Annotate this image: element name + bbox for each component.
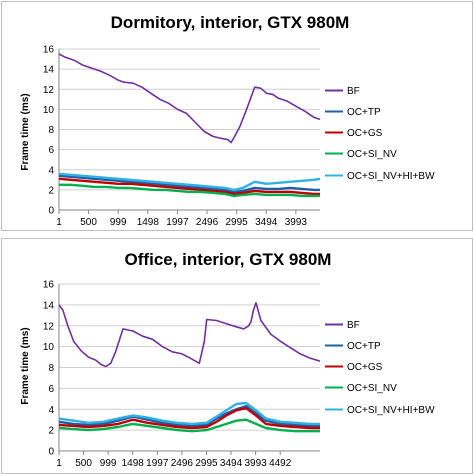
- y-tick-label: 0: [48, 206, 54, 217]
- legend-label: OC+SI_NV: [347, 149, 397, 160]
- legend: BF OC+TP OC+GS OC+SI_NV OC+SI_NV+HI+BW: [325, 320, 435, 416]
- y-tick-label: 2: [48, 185, 54, 196]
- x-tick-label: 4492: [269, 458, 292, 469]
- x-tick-label: 2496: [196, 217, 219, 228]
- series-line-oc-si-nv-hi-bw: [58, 172, 321, 192]
- y-tick-label: 4: [48, 165, 54, 176]
- chart-panel-dormitory: Dormitory, interior, GTX 980M Frame time…: [1, 1, 473, 231]
- legend-label: OC+GS: [347, 362, 383, 373]
- y-tick-label: 6: [48, 145, 54, 156]
- chart-title: Dormitory, interior, GTX 980M: [111, 13, 350, 32]
- series-line-oc-si-nv: [59, 183, 320, 198]
- series-line-bf: [58, 53, 321, 144]
- y-tick-label: 10: [43, 342, 55, 353]
- y-tick-label: 14: [43, 300, 55, 311]
- x-tick-label: 3993: [244, 458, 267, 469]
- y-tick-label: 14: [43, 65, 55, 76]
- x-tick-label: 1997: [166, 217, 189, 228]
- y-tick-label: 16: [43, 45, 55, 56]
- y-tick-label: 12: [43, 321, 55, 332]
- legend-label: OC+SI_NV+HI+BW: [347, 171, 435, 182]
- series-line-oc-si-nv-hi-bw: [58, 401, 320, 426]
- x-tick-label: 3993: [285, 217, 308, 228]
- y-axis-label: Frame time (ms): [20, 93, 31, 170]
- series-line-bf: [58, 301, 321, 368]
- y-tick-label: 8: [48, 125, 54, 136]
- series-line-oc-si-nv: [58, 418, 320, 433]
- x-tick-label: 2995: [195, 458, 218, 469]
- y-tick-label: 12: [43, 85, 55, 96]
- legend-label: OC+SI_NV: [347, 383, 397, 394]
- chart-office: Office, interior, GTX 980M Frame time (m…: [20, 250, 435, 469]
- x-tick-label: 2496: [171, 458, 194, 469]
- y-tick-label: 0: [48, 447, 54, 458]
- x-tick-label: 1997: [146, 458, 169, 469]
- series-line-oc-tp: [58, 174, 320, 194]
- y-axis-label: Frame time (ms): [20, 327, 31, 404]
- x-tick-label: 999: [100, 458, 117, 469]
- legend-label: OC+TP: [347, 107, 381, 118]
- chart-panel-office: Office, interior, GTX 980M Frame time (m…: [1, 238, 473, 474]
- x-tick-label: 999: [110, 217, 127, 228]
- x-tick-label: 500: [80, 217, 97, 228]
- legend-label: OC+TP: [347, 341, 381, 352]
- y-tick-label: 6: [48, 384, 54, 395]
- x-tick-label: 1498: [122, 458, 145, 469]
- series-line-oc-gs: [58, 177, 320, 196]
- x-tick-label: 1: [56, 458, 62, 469]
- plot-area: 0 2 4 6 8 10 12 14 16 1 500 999 1498 1997 2496 2995 3494…: [43, 45, 321, 228]
- x-tick-label: 3494: [220, 458, 243, 469]
- series-line-oc-tp: [58, 404, 320, 428]
- chart-dormitory: Dormitory, interior, GTX 980M Frame time…: [20, 13, 435, 228]
- chart-title: Office, interior, GTX 980M: [125, 250, 332, 269]
- x-tick-label: 500: [75, 458, 92, 469]
- plot-area: 0 2 4 6 8 10 12 14 16 1 500 999 1498 1997 2496 2995 3494…: [43, 280, 321, 469]
- y-tick-label: 2: [48, 426, 54, 437]
- legend-label: BF: [347, 320, 360, 331]
- series-line-oc-gs: [58, 406, 320, 430]
- x-tick-label: 1498: [137, 217, 160, 228]
- x-tick-label: 1: [56, 217, 62, 228]
- legend-label: OC+GS: [347, 128, 383, 139]
- y-tick-label: 10: [43, 105, 55, 116]
- legend: BF OC+TP OC+GS OC+SI_NV OC+SI_NV+HI+BW: [325, 86, 435, 182]
- legend-label: OC+SI_NV+HI+BW: [347, 405, 435, 416]
- y-tick-label: 8: [48, 363, 54, 374]
- y-tick-label: 16: [43, 280, 55, 291]
- x-tick-label: 2995: [226, 217, 249, 228]
- y-tick-label: 4: [48, 405, 54, 416]
- x-tick-label: 3494: [255, 217, 278, 228]
- legend-label: BF: [347, 86, 360, 97]
